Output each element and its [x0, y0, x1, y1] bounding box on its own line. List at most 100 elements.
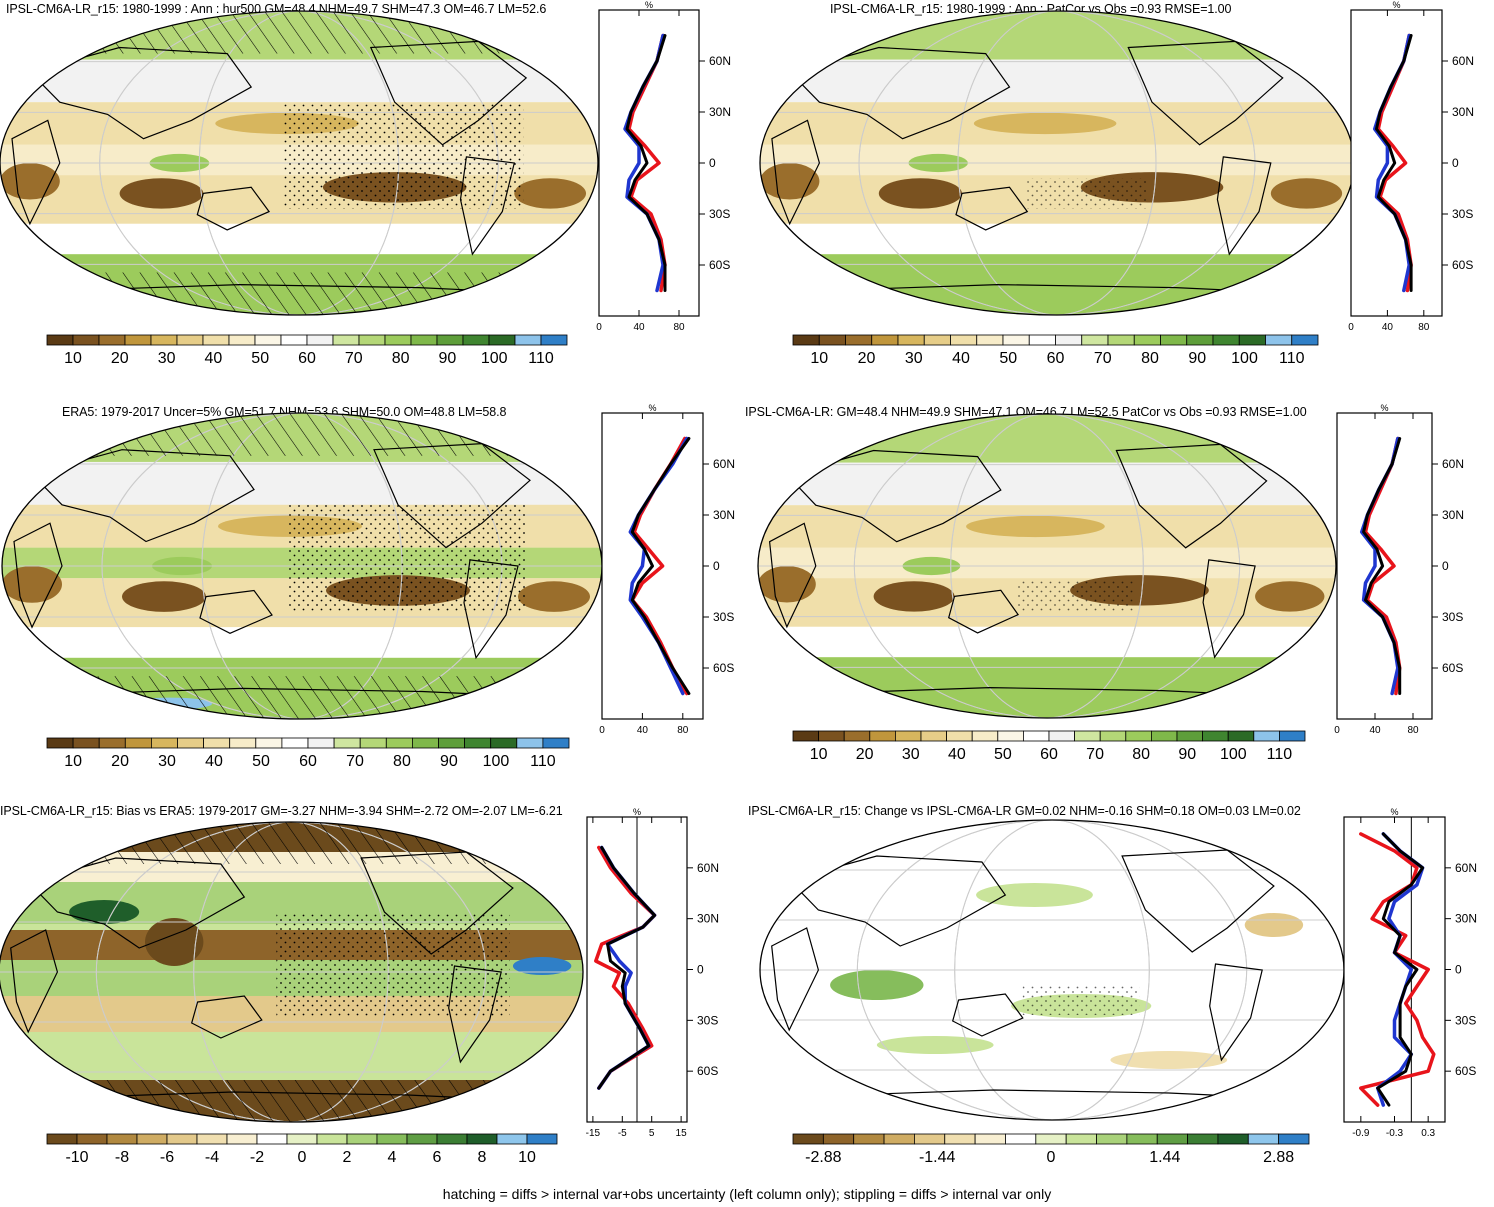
colorbar-swatch — [920, 730, 948, 742]
colorbar-swatch — [466, 1133, 498, 1145]
colorbar-swatch — [46, 334, 74, 346]
colorbar-swatch — [464, 737, 492, 749]
profile-x-tick-label: 80 — [1418, 322, 1430, 333]
profile-y-tick-label: 60N — [697, 861, 719, 875]
profile-x-tick-label: 0 — [596, 322, 602, 333]
profile-y-tick-label: 30N — [1452, 105, 1474, 119]
stippling-field — [1022, 985, 1140, 1015]
colorbar-label: 6 — [433, 1149, 442, 1166]
colorbar-label: 40 — [205, 350, 223, 367]
colorbar-swatch — [818, 334, 846, 346]
colorbar-swatch — [976, 334, 1004, 346]
colorbar-label: 10 — [518, 1149, 536, 1166]
colorbar-swatch — [150, 334, 178, 346]
outline-asia — [28, 46, 253, 140]
outline-australia — [196, 186, 271, 231]
colorbar-swatch — [974, 1133, 1006, 1145]
change-positive-indian — [830, 970, 924, 1000]
colorbar-swatch — [307, 737, 335, 749]
colorbar-label: 70 — [346, 753, 364, 770]
colorbar-swatch — [1055, 334, 1083, 346]
profile-y-tick-label: 30N — [713, 508, 735, 522]
colorbar-swatch — [526, 1133, 558, 1145]
colorbar-label: 80 — [1141, 350, 1159, 367]
colorbar-swatch — [176, 334, 204, 346]
profile-x-tick-label: 80 — [677, 725, 689, 736]
colorbar-label: 2.88 — [1263, 1149, 1294, 1166]
profile-y-tick-label: 30S — [713, 610, 734, 624]
colorbar-swatch — [1160, 334, 1188, 346]
hatching-north — [0, 11, 598, 54]
outline-south-america — [459, 156, 516, 256]
bias-band-south-mid — [0, 1032, 583, 1080]
bias-positive-atlantic — [512, 957, 572, 975]
colorbar-label: 0 — [1047, 1149, 1056, 1166]
colorbar-label: 40 — [205, 753, 223, 770]
colorbar-swatch — [792, 730, 820, 742]
colorbar-swatch — [385, 737, 413, 749]
graticule-meridian — [856, 820, 1248, 1120]
colorbar-label: 20 — [111, 350, 129, 367]
profile-y-tick-label: 60N — [1455, 861, 1477, 875]
profile-x-tick-label: -15 — [586, 1128, 601, 1139]
high-latitude-band-north — [760, 11, 1354, 60]
outline-africa — [768, 522, 817, 629]
outline-asia — [785, 449, 1002, 543]
colorbar-4: 10 20 30 40 50 60 70 80 90 100 110 — [792, 730, 1306, 763]
profile-x-tick-label: 5 — [649, 1128, 655, 1139]
colorbar-5: -10 -8 -6 -4 -2 0 2 4 6 8 10 — [46, 1133, 558, 1166]
profile-line-red — [1359, 832, 1436, 1107]
colorbar-label: 50 — [999, 350, 1017, 367]
outline-asia — [788, 46, 1011, 140]
profile-line-red — [627, 33, 667, 293]
change-negative-southern — [1110, 1051, 1228, 1069]
colorbar-label: 50 — [252, 753, 270, 770]
outline-south-america — [448, 965, 502, 1064]
colorbar-swatch — [46, 737, 74, 749]
profile-unit-label: % — [645, 0, 653, 10]
colorbar-swatch — [411, 737, 439, 749]
colorbar-label: 90 — [1188, 350, 1206, 367]
colorbar-swatch — [1074, 730, 1101, 742]
colorbar-label: -8 — [115, 1149, 129, 1166]
colorbar-swatch — [462, 334, 490, 346]
colorbar-swatch — [883, 1133, 915, 1145]
colorbar-label: -1.44 — [919, 1149, 956, 1166]
colorbar-label: 70 — [345, 350, 363, 367]
map-panel-4 — [758, 414, 1336, 718]
colorbar-swatch — [410, 334, 438, 346]
colorbar-swatch — [914, 1133, 946, 1145]
dry-zone-africa — [758, 566, 816, 603]
profile-y-tick-label: 30S — [1442, 610, 1463, 624]
colorbar-swatch — [150, 737, 178, 749]
outline-south-america — [1209, 963, 1263, 1062]
colorbar-swatch — [254, 334, 282, 346]
midlat-band-north — [0, 59, 598, 103]
colorbar-label: 10 — [64, 350, 82, 367]
colorbar-swatch — [306, 334, 334, 346]
colorbar-swatch — [843, 730, 871, 742]
profile-x-tick-label: -0.9 — [1352, 1128, 1370, 1139]
dry-zone-africa — [0, 163, 60, 200]
colorbar-swatch — [226, 1133, 258, 1145]
profile-x-tick-label: 40 — [633, 322, 645, 333]
stippling-field — [1027, 178, 1147, 209]
profile-y-tick-label: 30N — [1442, 508, 1464, 522]
colorbar-swatch — [1265, 334, 1293, 346]
bias-positive-eurasia — [69, 900, 140, 924]
profile-y-tick-label: 0 — [1452, 156, 1459, 170]
colorbar-swatch — [286, 1133, 318, 1145]
profile-frame — [1350, 9, 1443, 317]
colorbar-swatch — [1133, 334, 1161, 346]
colorbar-swatch — [358, 334, 386, 346]
colorbar-label: 10 — [810, 746, 828, 763]
colorbar-label: 60 — [1047, 350, 1065, 367]
profile-y-tick-label: 60S — [709, 258, 730, 272]
colorbar-label: 20 — [111, 753, 129, 770]
outline-africa — [11, 119, 61, 226]
colorbar-swatch — [72, 334, 100, 346]
profile-x-tick-label: 15 — [676, 1128, 688, 1139]
colorbar-swatch — [1291, 334, 1319, 346]
profile-line-black — [1376, 832, 1425, 1107]
bias-negative-asia — [145, 918, 204, 966]
